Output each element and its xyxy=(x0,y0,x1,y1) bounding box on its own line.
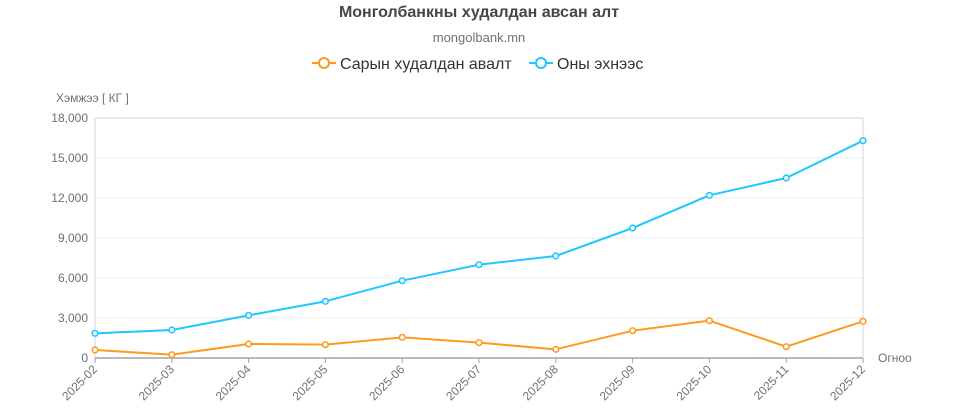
data-point xyxy=(628,327,637,335)
series-line-0 xyxy=(94,319,864,356)
x-tick-label: 2025-03 xyxy=(136,362,177,403)
chart-subtitle: mongolbank.mn xyxy=(432,30,526,45)
x-tick-label: 2025-11 xyxy=(751,362,792,403)
data-point xyxy=(475,261,483,269)
data-point xyxy=(782,343,790,351)
y-tick-label: 3,000 xyxy=(58,311,88,325)
series-line-1 xyxy=(94,139,864,335)
x-tick-label: 2025-02 xyxy=(59,362,100,403)
data-point xyxy=(859,137,867,145)
x-tick-label: 2025-08 xyxy=(520,362,561,403)
y-tick-label: 12,000 xyxy=(51,191,88,205)
data-point xyxy=(628,224,637,232)
x-tick-label: 2025-10 xyxy=(673,362,714,403)
data-point xyxy=(552,252,560,260)
y-tick-label: 0 xyxy=(81,351,88,365)
data-point xyxy=(705,317,714,325)
y-tick-label: 18,000 xyxy=(51,111,88,125)
data-point xyxy=(398,333,406,341)
legend-label: Сарын худалдан авалт xyxy=(340,56,512,73)
data-point xyxy=(91,329,99,337)
x-tick-label: 2025-12 xyxy=(827,362,868,403)
x-axis-title: Огноо xyxy=(878,351,912,365)
data-point xyxy=(782,174,790,182)
y-axis-title: Хэмжээ [ КГ ] xyxy=(56,91,129,105)
x-tick-label: 2025-09 xyxy=(597,362,638,403)
y-tick-label: 6,000 xyxy=(58,271,88,285)
x-tick-label: 2025-05 xyxy=(289,362,330,403)
data-point xyxy=(398,277,406,285)
data-point xyxy=(552,345,560,353)
x-tick-label: 2025-07 xyxy=(443,362,484,403)
legend-marker-icon xyxy=(535,57,547,69)
data-point xyxy=(245,340,253,348)
data-point xyxy=(321,341,330,349)
x-tick-label: 2025-04 xyxy=(213,362,254,403)
data-point xyxy=(91,346,99,354)
legend-marker-icon xyxy=(318,57,330,69)
data-point xyxy=(475,339,483,347)
y-tick-label: 15,000 xyxy=(51,151,88,165)
x-tick-label: 2025-06 xyxy=(366,362,407,403)
data-point xyxy=(321,297,330,305)
chart-title: Монголбанкны худалдан авсан алт xyxy=(338,4,620,21)
data-point xyxy=(168,351,176,359)
data-point xyxy=(705,191,714,199)
data-point xyxy=(859,317,867,325)
data-point xyxy=(245,311,253,319)
y-tick-label: 9,000 xyxy=(58,231,88,245)
legend-label: Оны эхнээс xyxy=(557,56,643,73)
data-point xyxy=(168,326,176,334)
